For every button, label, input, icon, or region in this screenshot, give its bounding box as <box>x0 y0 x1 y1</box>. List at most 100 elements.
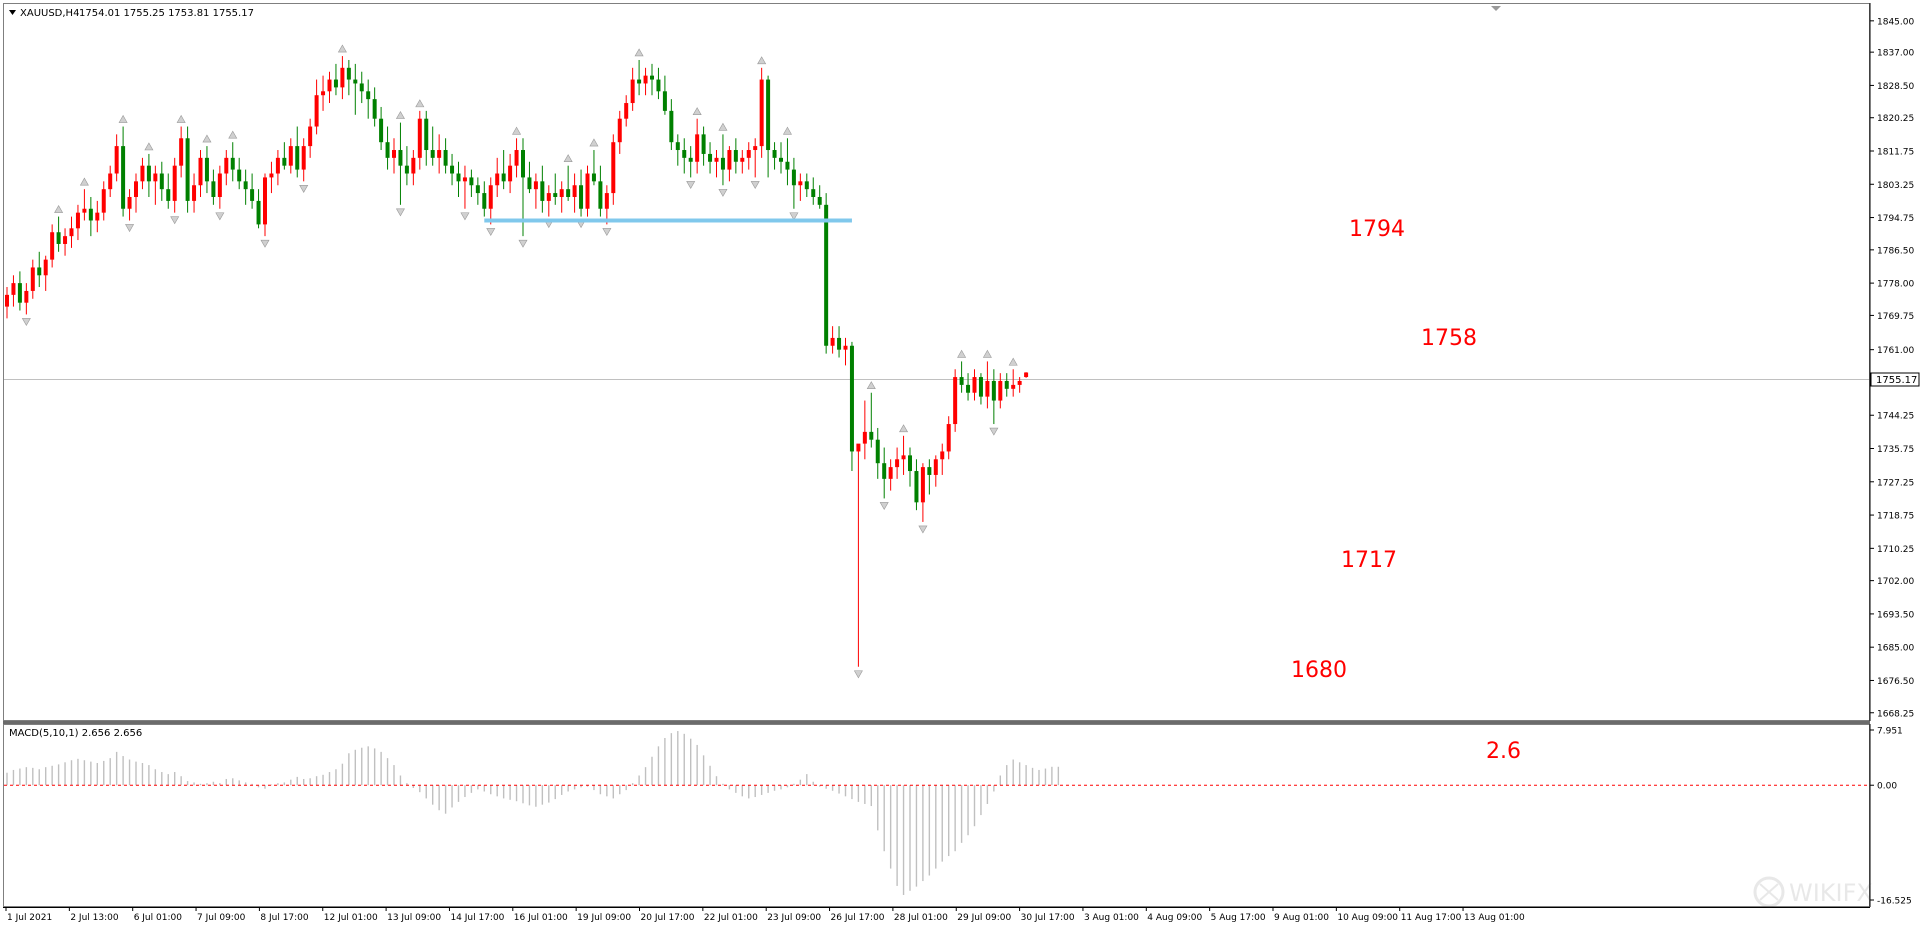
candle-body <box>811 189 816 197</box>
candle <box>269 161 274 194</box>
candle-body <box>269 173 274 178</box>
candle-body <box>908 455 912 472</box>
candle <box>1011 369 1016 397</box>
fractal-up-icon <box>757 56 767 65</box>
candle-body <box>991 380 996 401</box>
candle <box>314 79 319 135</box>
candle-body <box>179 138 184 166</box>
time-tick-label: 29 Jul 09:00 <box>957 913 1011 923</box>
candle <box>153 165 158 205</box>
time-tick-label: 16 Jul 01:00 <box>514 913 568 923</box>
candle <box>617 110 622 154</box>
candle-body <box>333 79 338 88</box>
candle-body <box>101 189 106 213</box>
candle <box>11 275 16 307</box>
time-tick-label: 8 Jul 17:00 <box>260 913 309 923</box>
candle-body <box>1011 384 1016 389</box>
candle-body <box>546 193 551 201</box>
panel-separator[interactable] <box>3 721 1870 724</box>
candle-body <box>798 181 803 186</box>
fractal-up-icon <box>982 349 992 358</box>
time-tick-label: 13 Aug 01:00 <box>1464 913 1525 923</box>
candle-body <box>146 165 151 182</box>
candle <box>256 189 261 229</box>
fractal-down-icon <box>918 525 928 534</box>
candle <box>134 173 138 213</box>
candle-body <box>224 157 229 174</box>
candle-body <box>159 173 164 190</box>
time-tick-label: 19 Jul 09:00 <box>577 913 631 923</box>
macd-bars-group <box>6 731 1060 895</box>
time-axis: 1 Jul 2021 2 Jul 13:00 6 Jul 01:00 7 Jul 09… <box>3 907 1870 923</box>
candle <box>392 138 396 174</box>
current-price-tag: 1755.17 <box>1870 372 1920 387</box>
candle <box>495 157 500 197</box>
candle <box>56 216 61 252</box>
price-tick-label: 1693.50 <box>1877 610 1914 620</box>
fractal-up-icon <box>395 111 405 119</box>
candle <box>385 126 390 170</box>
level-1794-label: 1794 <box>1349 217 1405 242</box>
candle <box>353 63 358 115</box>
candle-body <box>791 169 796 186</box>
candle <box>966 373 971 401</box>
candle <box>849 341 854 472</box>
watermark-wordmark: WIKIFX <box>1789 879 1873 907</box>
candle-body <box>43 259 48 276</box>
candle-body <box>359 83 364 92</box>
candle <box>462 165 467 209</box>
candle <box>714 150 719 178</box>
candle <box>759 67 764 158</box>
candle-body <box>869 431 874 440</box>
candle-body <box>508 165 513 182</box>
candle <box>379 106 384 151</box>
candle-body <box>1004 380 1009 389</box>
candle <box>669 99 674 151</box>
candle <box>430 126 435 166</box>
chart-menu-triangle-icon[interactable] <box>9 10 16 15</box>
price-tick-label: 1685.00 <box>1877 644 1914 654</box>
candle-body <box>862 431 867 444</box>
price-tick-label: 1761.00 <box>1877 346 1914 356</box>
candle-body <box>295 146 300 170</box>
candle-body <box>598 181 603 209</box>
fractal-down-icon <box>125 224 135 233</box>
candle-body <box>759 79 764 147</box>
chart-shift-marker-icon[interactable] <box>1491 6 1501 11</box>
candle <box>75 204 80 241</box>
macd-panel[interactable]: MACD(5,10,1) 2.656 2.656 2.6 <box>3 724 1870 907</box>
candle <box>946 416 951 460</box>
candle-body <box>624 103 629 119</box>
candle-body <box>37 267 42 276</box>
candle <box>611 134 616 205</box>
fractal-down-icon <box>853 670 863 679</box>
candle-body <box>17 283 22 303</box>
candle-body <box>837 337 842 350</box>
fractal-down-icon <box>789 212 799 221</box>
fractal-up-icon <box>228 130 238 139</box>
candle-body <box>243 181 248 190</box>
candle-body <box>521 150 525 178</box>
current-price-tag-box <box>1870 372 1920 387</box>
candle-body <box>88 208 93 221</box>
candle-body <box>456 173 461 182</box>
macd-label: MACD(5,10,1) 2.656 2.656 <box>9 728 142 739</box>
candle <box>185 126 190 213</box>
candle-body <box>462 177 467 182</box>
candle-body <box>11 283 16 295</box>
candle-body <box>308 126 313 147</box>
candle <box>69 216 74 248</box>
candle <box>1004 373 1009 397</box>
candle <box>875 427 880 479</box>
candle-body <box>779 157 783 162</box>
candle <box>237 157 242 190</box>
price-axis: 1845.00 1837.00 1828.50 1820.25 1811.75 1803.… <box>1869 3 1914 721</box>
candle-body <box>482 193 487 209</box>
price-panel[interactable]: XAUUSD,H4 1754.01 1755.25 1753.81 1755.1… <box>3 3 1870 721</box>
candle <box>1017 377 1022 393</box>
fractal-up-icon <box>337 44 347 53</box>
candle <box>288 138 293 174</box>
candle <box>740 150 745 174</box>
candle-body <box>933 459 938 475</box>
